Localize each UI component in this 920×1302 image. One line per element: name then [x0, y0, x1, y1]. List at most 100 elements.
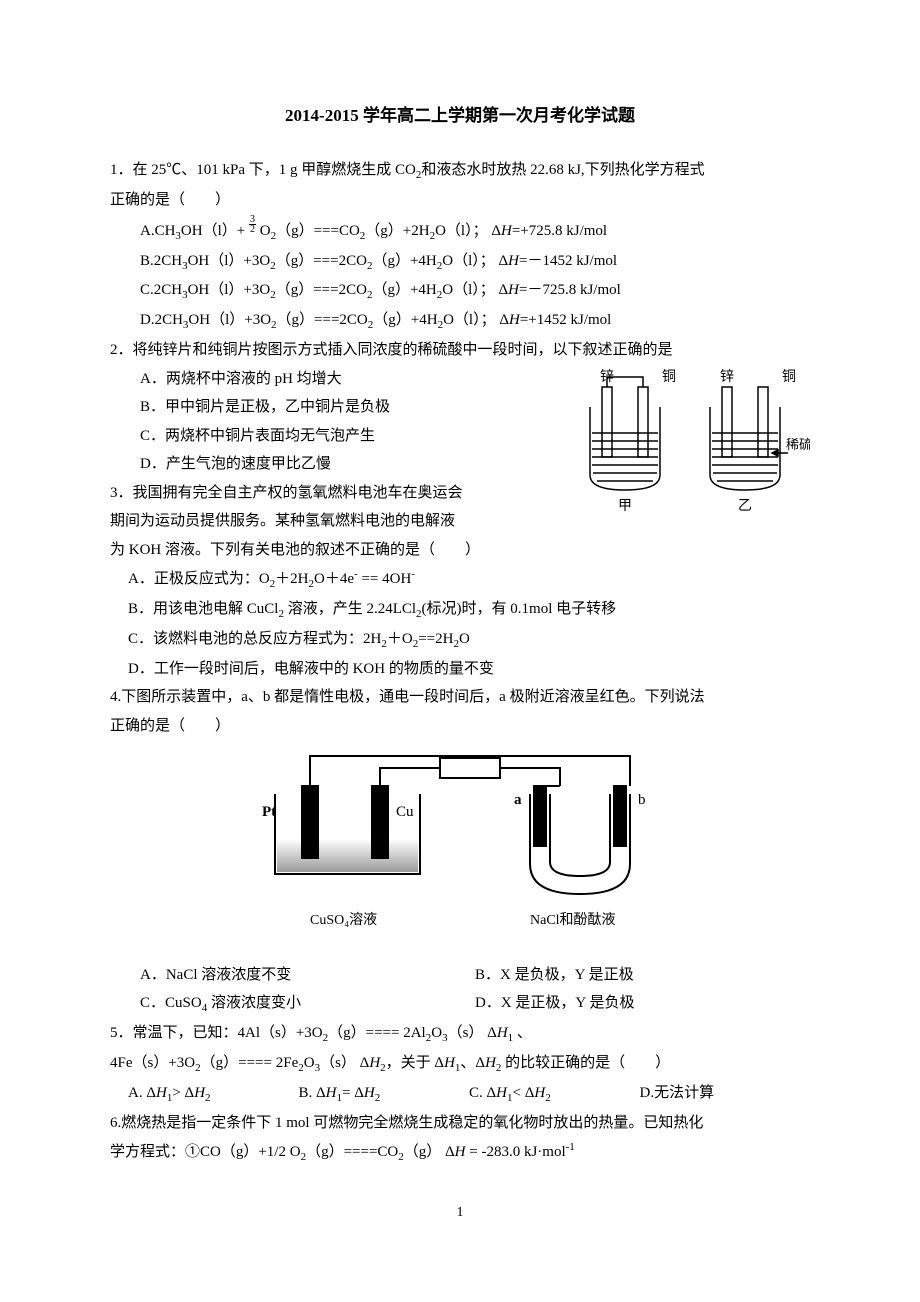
q5-l2f: 、Δ	[460, 1055, 485, 1071]
q2-A: A．两烧杯中溶液的 pH 均增大	[110, 365, 562, 394]
italic-H: H	[369, 1055, 380, 1071]
q3B-c: (标况)时，有 0.1mol 电子转移	[422, 601, 617, 617]
q1B-e: O（l）； Δ	[442, 253, 508, 269]
iH: H	[534, 1085, 545, 1101]
q1A-c: O	[260, 223, 271, 239]
q4-D: D．X 是正极，Y 是负极	[475, 989, 810, 1019]
page-root: 2014-2015 学年高二上学期第一次月考化学试题 1．在 25℃、101 k…	[0, 0, 920, 1267]
q5-l2c: O	[304, 1055, 315, 1071]
label-cu: 铜	[662, 369, 676, 385]
q5B-b: = Δ	[342, 1085, 364, 1101]
q3-l3: 为 KOH 溶液。下列有关电池的叙述不正确的是（ ）	[110, 536, 810, 565]
q5B-a: B. Δ	[299, 1085, 326, 1101]
q3C-a: C．该燃料电池的总反应方程式为：2H	[128, 631, 381, 647]
beaker-diagram-icon: 锌 铜 锌 铜 稀硫酸 甲 乙	[570, 365, 810, 515]
label-zn: 锌	[600, 369, 614, 385]
q4C-b: 溶液浓度变小	[207, 995, 301, 1011]
q1D-e: O（l）； Δ	[443, 312, 509, 328]
label-Cu: Cu	[396, 804, 414, 820]
q1B-d: （g）+4H	[372, 253, 436, 269]
frac-d: 2	[249, 225, 256, 234]
q3-A: A．正极反应式为：O2＋2H2O＋4e- == 4OH-	[110, 564, 810, 595]
iH: H	[156, 1085, 167, 1101]
q5-l2: 4Fe（s）+3O2（g）==== 2Fe2O3（s） ΔH2，关于 ΔH1、Δ…	[110, 1049, 810, 1079]
q1D-d: （g）+4H	[373, 312, 437, 328]
q3B-a: B．用该电池电解 CuCl	[128, 601, 278, 617]
q5A-b: > Δ	[172, 1085, 194, 1101]
q1D-b: OH（l）+3O	[188, 312, 271, 328]
q1D-c: （g）===2CO	[277, 312, 368, 328]
q3-D: D．工作一段时间后，电解液中的 KOH 的物质的量不变	[110, 655, 810, 684]
q5-l2a: 4Fe（s）+3O	[110, 1055, 195, 1071]
q2-figure: 锌 铜 锌 铜 稀硫酸 甲 乙	[562, 365, 810, 515]
q6-l2a: 学方程式：①CO（g）+1/2 O	[110, 1144, 301, 1160]
q2-C: C．两烧杯中铜片表面均无气泡产生	[110, 422, 562, 451]
sup: -1	[566, 1141, 575, 1153]
q2-stem: 2．将纯锌片和纯铜片按图示方式插入同浓度的稀硫酸中一段时间，以下叙述正确的是	[110, 336, 810, 365]
q1C-c: （g）===2CO	[276, 282, 367, 298]
q6-l2b: （g）====CO	[306, 1144, 398, 1160]
italic-H: H	[501, 223, 512, 239]
label-Pt: Pt	[262, 804, 276, 820]
q1C-e: O（l）； Δ	[442, 282, 508, 298]
iH: H	[496, 1085, 507, 1101]
q1D-a: D.2CH	[140, 312, 183, 328]
q3B-b: 溶液，产生 2.24LCl	[284, 601, 416, 617]
q6-l2: 学方程式：①CO（g）+1/2 O2（g）====CO2（g） ΔH = -28…	[110, 1137, 810, 1168]
q1A-b: OH（l）+	[181, 223, 249, 239]
q1-optC: C.2CH3OH（l）+3O2（g）===2CO2（g）+4H2O（l）； ΔH…	[110, 276, 810, 306]
q3C-d: O	[459, 631, 470, 647]
q1A-d: （g）===CO	[276, 223, 360, 239]
iH: H	[326, 1085, 337, 1101]
q5-l1d: （s） Δ	[448, 1025, 497, 1041]
sub: 2	[375, 1092, 381, 1104]
q2-B: B．甲中铜片是正极，乙中铜片是负极	[110, 393, 562, 422]
label-acid: 稀硫酸	[786, 437, 810, 452]
q5-B: B. ΔH1= ΔH2	[299, 1079, 470, 1109]
q5-l1a: 5．常温下，已知：4Al（s）+3O	[110, 1025, 323, 1041]
q5-l2d: （s） Δ	[320, 1055, 369, 1071]
q3A-a: A．正极反应式为：O	[128, 571, 270, 587]
label-cuso4: CuSO₄溶液	[310, 912, 377, 928]
q3A-b: ＋2H	[275, 571, 308, 587]
q3-C: C．该燃料电池的总反应方程式为：2H2＋O2==2H2O	[110, 625, 810, 655]
q2-D: D．产生气泡的速度甲比乙慢	[110, 450, 562, 479]
q3C-b: ＋O	[387, 631, 413, 647]
q3-l1: 3．我国拥有完全自主产权的氢氧燃料电池车在奥运会	[110, 479, 562, 508]
q1B-c: （g）===2CO	[276, 253, 367, 269]
q6-l2c: （g） Δ	[404, 1144, 455, 1160]
q1-stem-c: 正确的是（ ）	[110, 186, 810, 215]
q5-D: D.无法计算	[640, 1079, 811, 1109]
page-number: 1	[110, 1200, 810, 1227]
italic-H: H	[455, 1144, 466, 1160]
q1C-f: =－725.8 kJ/mol	[519, 282, 621, 298]
label-b: b	[638, 792, 646, 808]
q4-B: B．X 是负极，Y 是正极	[475, 961, 810, 990]
q1B-b: OH（l）+3O	[188, 253, 271, 269]
q1A-f: O（l）； Δ	[435, 223, 501, 239]
q4-l2: 正确的是（ ）	[110, 712, 810, 741]
q6-l1: 6.燃烧热是指一定条件下 1 mol 可燃物完全燃烧生成稳定的氧化物时放出的热量…	[110, 1109, 810, 1138]
q5-l1: 5．常温下，已知：4Al（s）+3O2（g）==== 2Al2O3（s） ΔH1…	[110, 1019, 810, 1049]
electrolysis-diagram-icon: Pt Cu a b CuSO₄溶液 NaCl和酚酞液	[230, 744, 690, 944]
q1C-a: C.2CH	[140, 282, 182, 298]
italic-H: H	[444, 1055, 455, 1071]
sub: 2	[545, 1092, 551, 1104]
sup: -	[411, 568, 415, 580]
q2-options: A．两烧杯中溶液的 pH 均增大 B．甲中铜片是正极，乙中铜片是负极 C．两烧杯…	[110, 365, 562, 536]
q1D-f: =+1452 kJ/mol	[520, 312, 612, 328]
q5C-a: C. Δ	[469, 1085, 496, 1101]
q5-l1b: （g）==== 2Al	[328, 1025, 426, 1041]
iH: H	[194, 1085, 205, 1101]
q1-stem-b: 和液态水时放热 22.68 kJ,下列热化学方程式	[421, 162, 704, 178]
q3-B: B．用该电池电解 CuCl2 溶液，产生 2.24LCl2(标况)时，有 0.1…	[110, 595, 810, 625]
q1B-f: =－1452 kJ/mol	[519, 253, 617, 269]
q4-A: A．NaCl 溶液浓度不变	[140, 961, 475, 990]
q5-l2g: 的比较正确的是（ ）	[501, 1055, 670, 1071]
q5A-a: A. Δ	[128, 1085, 156, 1101]
q5-C: C. ΔH1< ΔH2	[469, 1079, 640, 1109]
q4-l1: 4.下图所示装置中，a、b 都是惰性电极，通电一段时间后，a 极附近溶液呈红色。…	[110, 683, 810, 712]
label-a: a	[514, 792, 522, 808]
q5-A: A. ΔH1> ΔH2	[128, 1079, 299, 1109]
q4-C: C．CuSO4 溶液浓度变小	[140, 989, 475, 1019]
